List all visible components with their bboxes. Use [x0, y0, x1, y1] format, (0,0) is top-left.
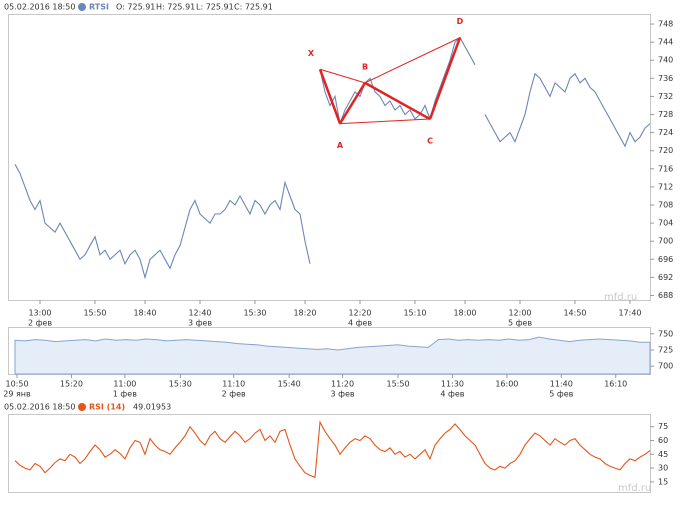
x-tick-label: 16:10	[604, 380, 627, 389]
series-line	[14, 420, 651, 479]
x-tick-label: 18:00	[453, 309, 476, 318]
x-tick-label: 16:00	[495, 380, 518, 389]
x-date-label: 2 фев	[28, 319, 52, 328]
x-tick-label: 11:00	[113, 380, 136, 389]
pattern-label: B	[362, 62, 368, 71]
y-tick-label: 45	[658, 450, 668, 459]
price-date: 05.02.2016 18:50	[4, 3, 75, 12]
y-tick-label: 30	[658, 464, 668, 473]
x-date-label: 3 фев	[331, 390, 355, 399]
pattern-line	[338, 82, 367, 125]
y-tick-label: 700	[658, 362, 673, 371]
pattern-label: X	[308, 49, 315, 58]
y-tick-label: 712	[658, 182, 673, 191]
pattern-line	[319, 68, 366, 84]
y-tick-label: 740	[658, 56, 673, 65]
x-tick-label: 11:30	[441, 380, 464, 389]
y-tick-label: 720	[658, 146, 673, 155]
pattern-label: C	[427, 137, 433, 146]
price-panel	[8, 14, 651, 301]
x-tick-label: 15:30	[243, 309, 266, 318]
pattern-line	[364, 37, 461, 84]
y-tick-label: 692	[658, 273, 673, 282]
series-area	[14, 336, 651, 375]
x-tick-label: 11:20	[331, 380, 354, 389]
x-date-label: 5 фев	[549, 390, 573, 399]
y-tick-label: 748	[658, 20, 673, 29]
x-tick-label: 15:50	[386, 380, 409, 389]
pattern-label: A	[337, 141, 344, 150]
rsi-value: 49.01953	[133, 403, 171, 412]
x-tick-label: 17:40	[618, 309, 641, 318]
y-tick-label: 696	[658, 255, 673, 264]
x-tick-label: 15:50	[83, 309, 106, 318]
x-tick-label: 18:40	[133, 309, 156, 318]
x-date-label: 5 фев	[508, 319, 532, 328]
watermark: mfd.ru	[604, 292, 637, 303]
x-date-label: 2 фев	[222, 390, 246, 399]
y-tick-label: 724	[658, 128, 673, 137]
pattern-line	[364, 81, 431, 121]
x-tick-label: 13:00	[28, 309, 51, 318]
x-tick-label: 11:40	[550, 380, 573, 389]
rsi-date: 05.02.2016 18:50	[4, 403, 75, 412]
x-date-label: 29 янв	[3, 390, 31, 399]
x-tick-label: 15:30	[169, 380, 192, 389]
x-tick-label: 15:10	[403, 309, 426, 318]
ohlc-open: O: 725.91	[116, 3, 155, 12]
series-line	[14, 36, 651, 280]
x-tick-label: 11:10	[222, 380, 245, 389]
x-tick-label: 12:40	[188, 309, 211, 318]
y-tick-label: 75	[658, 422, 668, 431]
x-date-label: 1 фев	[113, 390, 137, 399]
ohlc-low: L: 725.91	[196, 3, 234, 12]
x-tick-label: 10:50	[5, 380, 28, 389]
y-tick-label: 728	[658, 110, 673, 119]
y-tick-label: 744	[658, 38, 673, 47]
legend-name: RSI (14)	[89, 403, 125, 412]
legend-dot	[78, 3, 86, 11]
rsi-panel	[8, 414, 651, 493]
y-tick-label: 736	[658, 74, 673, 83]
watermark: mfd.ru	[618, 483, 651, 494]
x-tick-label: 18:20	[293, 309, 316, 318]
x-tick-label: 14:50	[563, 309, 586, 318]
y-tick-label: 700	[658, 237, 673, 246]
x-tick-label: 15:20	[60, 380, 83, 389]
legend-dot	[78, 403, 86, 411]
pattern-line	[318, 68, 342, 125]
x-tick-label: 12:00	[508, 309, 531, 318]
pattern-line	[339, 118, 431, 125]
x-date-label: 4 фев	[440, 390, 464, 399]
pattern-label: D	[457, 17, 464, 26]
y-tick-label: 688	[658, 291, 673, 300]
y-tick-label: 732	[658, 92, 673, 101]
y-tick-label: 704	[658, 219, 673, 228]
y-tick-label: 708	[658, 201, 673, 210]
x-tick-label: 15:40	[278, 380, 301, 389]
y-tick-label: 60	[658, 436, 668, 445]
legend-name: RTSI	[89, 3, 109, 12]
x-date-label: 3 фев	[188, 319, 212, 328]
ohlc-close: C: 725.91	[234, 3, 273, 12]
y-tick-label: 15	[658, 477, 668, 486]
pattern-line	[428, 37, 462, 120]
x-tick-label: 12:20	[348, 309, 371, 318]
y-tick-label: 725	[658, 346, 673, 355]
ohlc-high: H: 725.91	[156, 3, 195, 12]
y-tick-label: 716	[658, 164, 673, 173]
y-tick-label: 750	[658, 329, 673, 338]
x-date-label: 4 фев	[348, 319, 372, 328]
